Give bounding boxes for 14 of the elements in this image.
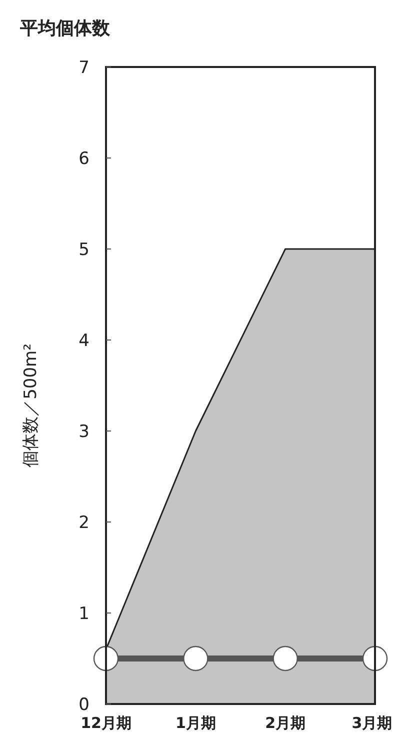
x-tick-label: 2月期: [265, 714, 306, 732]
y-tick-label: 5: [78, 240, 90, 260]
y-tick-label: 4: [78, 330, 90, 351]
y-tick-label: 3: [78, 422, 90, 442]
x-tick-label: 3月期: [352, 714, 392, 732]
x-tick-label: 1月期: [175, 714, 216, 732]
y-tick-label: 1: [78, 604, 90, 624]
chart-title: 平均個体数: [19, 18, 111, 39]
y-tick-label: 7: [78, 58, 90, 78]
y-axis-title: 個体数／500m²: [21, 344, 41, 468]
x-tick-label: 12月期: [80, 714, 132, 732]
y-tick-label: 2: [78, 512, 90, 533]
y-tick-label: 6: [78, 148, 90, 169]
y-tick-label: 0: [78, 694, 90, 715]
